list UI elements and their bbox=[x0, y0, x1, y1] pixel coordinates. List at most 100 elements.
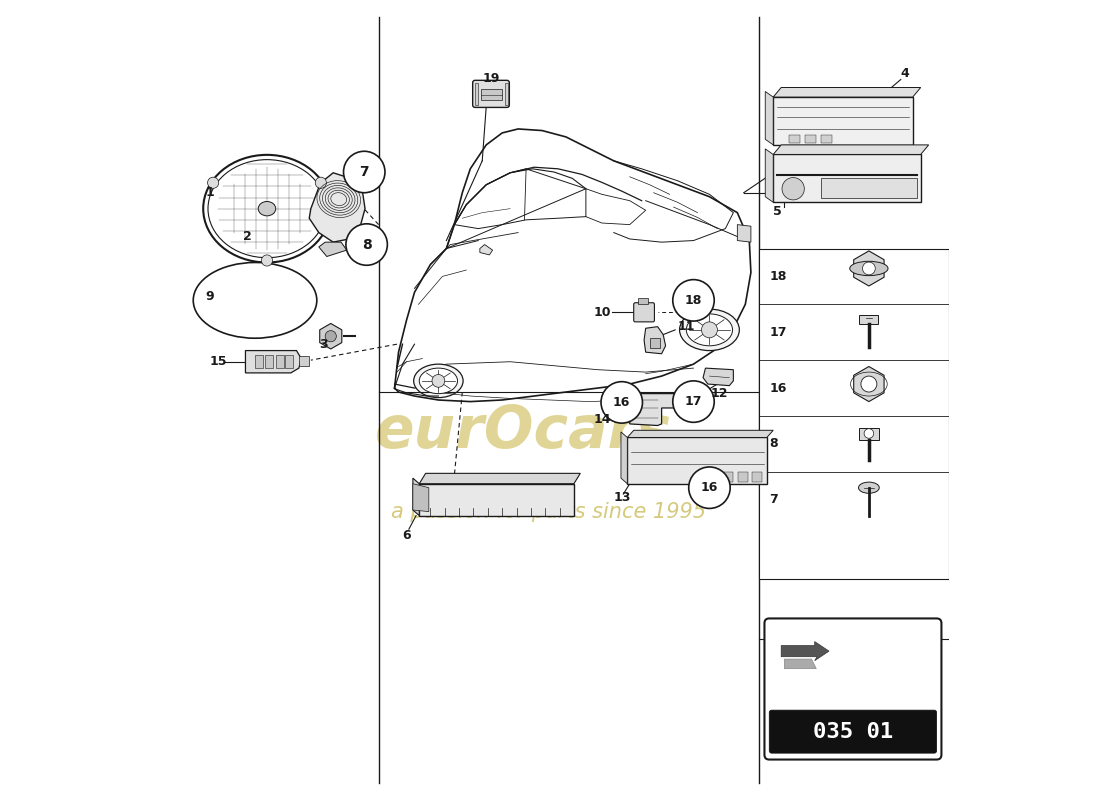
Ellipse shape bbox=[858, 482, 879, 494]
Polygon shape bbox=[255, 355, 263, 368]
Circle shape bbox=[316, 177, 327, 188]
Text: 17: 17 bbox=[769, 326, 786, 338]
Text: eurOcars: eurOcars bbox=[375, 403, 672, 460]
Polygon shape bbox=[419, 474, 581, 484]
Circle shape bbox=[865, 429, 873, 438]
Ellipse shape bbox=[414, 364, 463, 398]
Polygon shape bbox=[638, 298, 648, 304]
Polygon shape bbox=[752, 472, 762, 482]
Ellipse shape bbox=[850, 262, 888, 276]
Polygon shape bbox=[245, 350, 301, 373]
Polygon shape bbox=[773, 145, 928, 154]
Text: 8: 8 bbox=[362, 238, 372, 251]
Circle shape bbox=[782, 178, 804, 200]
Polygon shape bbox=[738, 472, 748, 482]
Polygon shape bbox=[412, 478, 419, 515]
Circle shape bbox=[345, 224, 387, 266]
Polygon shape bbox=[481, 89, 503, 100]
Polygon shape bbox=[276, 355, 284, 368]
Polygon shape bbox=[724, 472, 734, 482]
FancyBboxPatch shape bbox=[764, 618, 942, 759]
Circle shape bbox=[673, 381, 714, 422]
Ellipse shape bbox=[258, 202, 276, 216]
FancyBboxPatch shape bbox=[773, 97, 913, 145]
Text: 14: 14 bbox=[594, 414, 612, 426]
Text: 1: 1 bbox=[206, 186, 214, 199]
Circle shape bbox=[432, 374, 444, 387]
Polygon shape bbox=[821, 134, 833, 143]
Polygon shape bbox=[821, 178, 916, 198]
Polygon shape bbox=[858, 428, 879, 440]
Polygon shape bbox=[805, 134, 816, 143]
FancyBboxPatch shape bbox=[473, 80, 509, 107]
Polygon shape bbox=[299, 356, 309, 366]
Ellipse shape bbox=[419, 368, 458, 394]
Text: 18: 18 bbox=[685, 294, 702, 307]
Text: 11: 11 bbox=[678, 320, 695, 333]
Text: 16: 16 bbox=[769, 382, 786, 394]
Polygon shape bbox=[309, 173, 365, 242]
Text: 4: 4 bbox=[901, 66, 910, 80]
Text: 035 01: 035 01 bbox=[813, 722, 893, 742]
Circle shape bbox=[326, 330, 337, 342]
Circle shape bbox=[702, 322, 717, 338]
Text: 2: 2 bbox=[243, 230, 252, 243]
Polygon shape bbox=[627, 430, 773, 438]
Polygon shape bbox=[319, 242, 346, 257]
Text: 18: 18 bbox=[769, 270, 786, 283]
Circle shape bbox=[862, 262, 876, 275]
Circle shape bbox=[861, 376, 877, 392]
Bar bbox=[759, 249, 948, 579]
Circle shape bbox=[208, 177, 219, 188]
Circle shape bbox=[689, 467, 730, 509]
Ellipse shape bbox=[680, 309, 739, 350]
Circle shape bbox=[262, 255, 273, 266]
Text: 3: 3 bbox=[319, 338, 328, 350]
Text: 7: 7 bbox=[360, 165, 370, 179]
Circle shape bbox=[343, 151, 385, 193]
Polygon shape bbox=[285, 355, 294, 368]
Polygon shape bbox=[703, 368, 734, 386]
FancyBboxPatch shape bbox=[627, 438, 767, 484]
Text: 16: 16 bbox=[613, 396, 630, 409]
Polygon shape bbox=[789, 134, 801, 143]
Polygon shape bbox=[737, 225, 751, 242]
Text: 13: 13 bbox=[614, 490, 631, 504]
Text: 15: 15 bbox=[210, 355, 227, 368]
Polygon shape bbox=[859, 314, 879, 324]
Text: 5: 5 bbox=[773, 206, 782, 218]
Text: 10: 10 bbox=[594, 306, 612, 319]
Ellipse shape bbox=[686, 314, 733, 346]
Polygon shape bbox=[412, 484, 429, 512]
FancyBboxPatch shape bbox=[769, 710, 937, 753]
Polygon shape bbox=[650, 338, 660, 348]
Text: 8: 8 bbox=[769, 438, 778, 450]
Polygon shape bbox=[475, 82, 478, 105]
Text: 17: 17 bbox=[684, 395, 702, 408]
FancyBboxPatch shape bbox=[634, 302, 654, 322]
Circle shape bbox=[673, 280, 714, 321]
Text: 12: 12 bbox=[711, 387, 728, 400]
Text: 19: 19 bbox=[482, 72, 499, 86]
Text: 7: 7 bbox=[769, 493, 778, 506]
Text: 9: 9 bbox=[206, 290, 214, 303]
Ellipse shape bbox=[194, 262, 317, 338]
Polygon shape bbox=[710, 472, 719, 482]
Polygon shape bbox=[766, 149, 773, 202]
Polygon shape bbox=[784, 659, 816, 669]
Polygon shape bbox=[480, 245, 493, 255]
Text: 6: 6 bbox=[403, 529, 411, 542]
Polygon shape bbox=[773, 87, 921, 97]
Polygon shape bbox=[621, 432, 627, 484]
Ellipse shape bbox=[204, 155, 331, 262]
Text: a passion for parts since 1995: a passion for parts since 1995 bbox=[390, 502, 705, 522]
Polygon shape bbox=[766, 91, 773, 145]
Text: 16: 16 bbox=[701, 481, 718, 494]
Ellipse shape bbox=[208, 160, 326, 258]
Polygon shape bbox=[781, 642, 829, 661]
Polygon shape bbox=[645, 326, 665, 354]
FancyBboxPatch shape bbox=[773, 154, 921, 202]
Polygon shape bbox=[265, 355, 274, 368]
Polygon shape bbox=[629, 394, 684, 426]
Polygon shape bbox=[419, 484, 574, 515]
